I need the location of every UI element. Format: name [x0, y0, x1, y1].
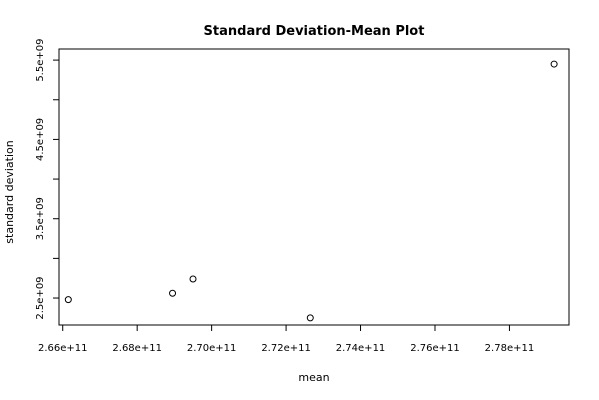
x-tick-label: 2.66e+11: [38, 343, 88, 354]
x-tick-label: 2.78e+11: [485, 343, 535, 354]
y-axis-label: standard deviation: [3, 140, 16, 243]
data-point-2: [169, 289, 177, 297]
x-tick-label: 2.76e+11: [410, 343, 460, 354]
data-point-1: [64, 296, 72, 304]
x-axis-label: mean: [298, 371, 329, 384]
data-points: [64, 60, 558, 322]
x-tick-label: 2.72e+11: [261, 343, 311, 354]
x-tick-label: 2.70e+11: [187, 343, 237, 354]
data-point-3: [189, 275, 197, 283]
y-tick-label: 4.5e+09: [35, 118, 46, 161]
y-tick-label: 2.5e+09: [35, 276, 46, 319]
x-tick-label: 2.74e+11: [336, 343, 386, 354]
y-tick-label: 3.5e+09: [35, 197, 46, 240]
y-axis: 2.5e+09 3.5e+09 4.5e+09 5.5e+09: [35, 39, 60, 320]
x-axis: 2.66e+11 2.68e+11 2.70e+11 2.72e+11 2.74e+11…: [38, 324, 535, 354]
chart-title: Standard Deviation-Mean Plot: [204, 24, 425, 39]
plot-frame: [58, 48, 570, 326]
x-tick-label: 2.68e+11: [112, 343, 162, 354]
y-tick-label: 5.5e+09: [35, 39, 46, 82]
data-point-4: [306, 314, 314, 322]
data-point-5: [550, 60, 558, 68]
